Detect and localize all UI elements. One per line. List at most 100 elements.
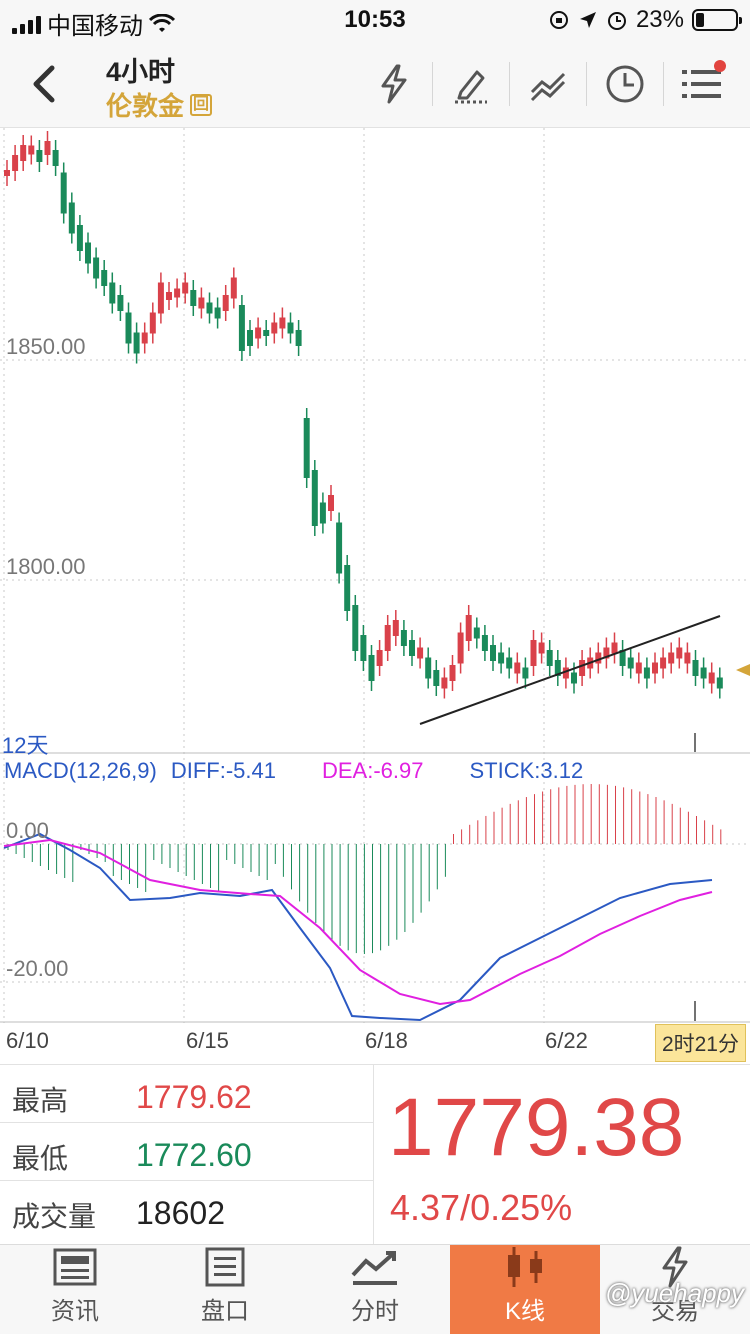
indicator-button[interactable] xyxy=(518,56,578,112)
kline-chart[interactable]: 1850.00 1800.00 12天 MACD(12,26,9) DIFF:-… xyxy=(0,128,750,1064)
stat-row-volume: 成交量 18602 xyxy=(0,1181,373,1239)
candle-body xyxy=(311,470,318,526)
candle-body xyxy=(400,630,407,646)
candle-body xyxy=(68,202,75,234)
tab-kline[interactable]: K线 xyxy=(450,1245,600,1334)
instrument-name[interactable]: 伦敦金 回 xyxy=(106,86,213,123)
candle-body xyxy=(376,650,383,666)
diff-line xyxy=(3,832,713,1022)
candle-body xyxy=(4,170,10,176)
candle-body xyxy=(141,332,148,344)
candle-body xyxy=(190,290,197,306)
candle-body xyxy=(384,625,391,651)
candle-body xyxy=(133,332,140,354)
candle-body xyxy=(635,662,642,674)
candle-body xyxy=(336,522,343,574)
candle-body xyxy=(117,295,124,311)
last-price: 1779.38 xyxy=(388,1082,685,1173)
candle-body xyxy=(490,645,496,661)
period-button[interactable] xyxy=(595,56,655,112)
candle-body xyxy=(109,282,116,304)
candle-body xyxy=(409,640,415,656)
candle-body xyxy=(352,605,359,651)
candle-body xyxy=(44,141,51,155)
candle-body xyxy=(166,292,172,300)
candle-body xyxy=(417,647,424,659)
date-label: 6/18 xyxy=(365,1028,408,1053)
candle-body xyxy=(652,662,658,674)
candle-body xyxy=(263,330,270,336)
tab-timeshare[interactable]: 分时 xyxy=(300,1245,450,1334)
candle-body xyxy=(20,145,27,161)
macd-axis-label: 0.00 xyxy=(6,818,49,843)
menu-button[interactable] xyxy=(672,56,732,112)
price-axis-label: 1850.00 xyxy=(6,334,86,359)
volume-value: 18602 xyxy=(136,1195,225,1231)
tab-trade[interactable]: 交易 xyxy=(600,1245,750,1334)
candle-body xyxy=(206,302,213,314)
clock-icon xyxy=(606,65,644,103)
date-label: 6/22 xyxy=(545,1028,588,1053)
tab-label: K线 xyxy=(504,1298,545,1325)
tab-bar: 资讯 盘口 分时 K线 交易 xyxy=(0,1244,750,1334)
candle-body xyxy=(101,270,108,286)
candle-body xyxy=(530,640,537,666)
status-time: 10:53 xyxy=(344,6,406,33)
signal-icon xyxy=(12,14,41,34)
price-marker-icon xyxy=(736,664,750,676)
stat-row-low: 最低 1772.60 xyxy=(0,1123,373,1181)
dea-line xyxy=(3,838,713,1006)
candle-body xyxy=(255,327,262,339)
candle-body xyxy=(230,277,237,299)
wifi-icon xyxy=(149,13,175,32)
candle-body xyxy=(700,667,707,679)
candle-countdown: 2时21分 xyxy=(654,1024,746,1062)
candle-body xyxy=(441,677,448,689)
candle-body xyxy=(522,667,529,679)
volume-label: 成交量 xyxy=(12,1201,97,1232)
candle-body xyxy=(425,657,432,679)
date-label: 6/10 xyxy=(6,1028,49,1053)
candle-body xyxy=(595,652,602,664)
notification-dot xyxy=(714,60,726,72)
candle-body xyxy=(627,657,634,669)
candle-body xyxy=(562,667,569,679)
rotation-lock-icon xyxy=(549,11,568,29)
candle-body xyxy=(198,297,205,309)
candle-body xyxy=(368,655,375,681)
replay-badge[interactable]: 回 xyxy=(190,93,213,116)
battery-percent: 23% xyxy=(635,6,684,33)
page-title: 4小时 xyxy=(106,57,176,87)
chart-canvas[interactable] xyxy=(0,128,750,1064)
candle-body xyxy=(498,652,505,664)
tab-news[interactable]: 资讯 xyxy=(0,1245,150,1334)
back-button[interactable] xyxy=(24,62,68,106)
candle-body xyxy=(660,657,667,669)
candle-body xyxy=(93,257,100,279)
low-value: 1772.60 xyxy=(136,1137,252,1173)
news-icon xyxy=(50,1245,100,1289)
candle-body xyxy=(716,677,723,689)
candle-body xyxy=(571,672,577,684)
candle-body xyxy=(149,312,156,334)
nav-bar: 4小时 伦敦金 回 xyxy=(0,40,750,128)
macd-axis-label: -20.00 xyxy=(6,956,69,981)
draw-button[interactable] xyxy=(441,56,501,112)
candle-body xyxy=(28,145,35,155)
candle-body xyxy=(465,615,472,641)
candle-body xyxy=(619,650,626,666)
candle-body xyxy=(279,317,286,329)
watermark-text: @yuehappy xyxy=(604,1278,744,1308)
candle-body xyxy=(85,242,91,264)
tab-orderbook[interactable]: 盘口 xyxy=(150,1245,300,1334)
candle-body xyxy=(611,642,618,654)
toolbar xyxy=(364,56,732,112)
status-left: 中国移动 xyxy=(12,6,175,41)
candle-body xyxy=(506,657,513,669)
flash-trade-button[interactable] xyxy=(364,56,424,112)
low-label: 最低 xyxy=(12,1143,69,1174)
orderbook-icon xyxy=(200,1245,250,1289)
candle-body xyxy=(360,635,367,661)
candle-body xyxy=(554,660,561,676)
tab-label: 资讯 xyxy=(51,1298,99,1325)
